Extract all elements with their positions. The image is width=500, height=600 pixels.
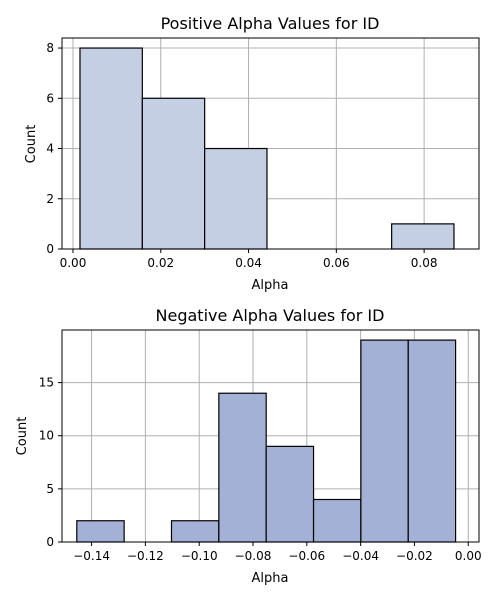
x-tick-label: 0.00 [455,549,482,563]
y-tick-label: 15 [39,376,54,390]
x-axis-ticks: −0.14 −0.12 −0.10 −0.08 −0.06 −0.04 −0.02 0.00 [73,542,482,563]
y-axis-ticks: 0 2 4 6 8 [46,41,62,256]
x-tick-label: −0.08 [235,549,272,563]
histogram-bars [79,47,455,250]
x-axis-label: Alpha [252,278,289,293]
histogram-bar [141,97,206,250]
x-tick-label: 0.08 [411,256,438,270]
chart-title: Negative Alpha Values for ID [156,306,385,325]
histogram-bar [312,498,362,543]
y-tick-label: 2 [46,192,54,206]
y-axis-label: Count [15,417,30,456]
x-tick-label: −0.12 [127,549,164,563]
x-tick-label: −0.02 [396,549,433,563]
histogram-bars [76,339,457,543]
histogram-bar [204,147,268,250]
histogram-bar [360,339,409,543]
x-tick-label: 0.06 [323,256,350,270]
plot-frame [61,37,480,250]
y-tick-label: 4 [46,142,54,156]
x-tick-label: −0.14 [73,549,110,563]
x-tick-label: −0.04 [342,549,379,563]
histogram-bar [265,445,315,543]
x-tick-label: −0.10 [181,549,218,563]
y-tick-label: 6 [46,91,54,105]
positive-alpha-chart: Positive Alpha Values for ID 0.00 0.02 0.0… [24,14,480,293]
x-tick-label: 0.02 [147,256,174,270]
x-tick-label: −0.06 [288,549,325,563]
negative-alpha-chart: Negative Alpha Values for ID −0.14 −0.12−… [15,306,482,586]
x-tick-label: 0.00 [60,256,87,270]
histogram-bar [79,47,143,250]
x-tick-label: 0.04 [235,256,262,270]
y-tick-label: 0 [46,242,54,256]
x-axis-label: Alpha [252,571,289,586]
y-tick-label: 8 [46,41,54,55]
y-axis-ticks: 0 5 10 15 [39,376,62,549]
y-tick-label: 10 [39,429,54,443]
y-tick-label: 5 [46,482,54,496]
histogram-bar [391,223,455,250]
x-axis-ticks: 0.00 0.02 0.04 0.06 0.08 [60,249,438,270]
histogram-bar [218,392,267,543]
histogram-bar [407,339,457,543]
histogram-bar [76,520,125,543]
chart-title: Positive Alpha Values for ID [161,14,380,33]
histogram-bar [170,520,220,543]
y-tick-label: 0 [46,535,54,549]
y-axis-label: Count [24,125,39,164]
